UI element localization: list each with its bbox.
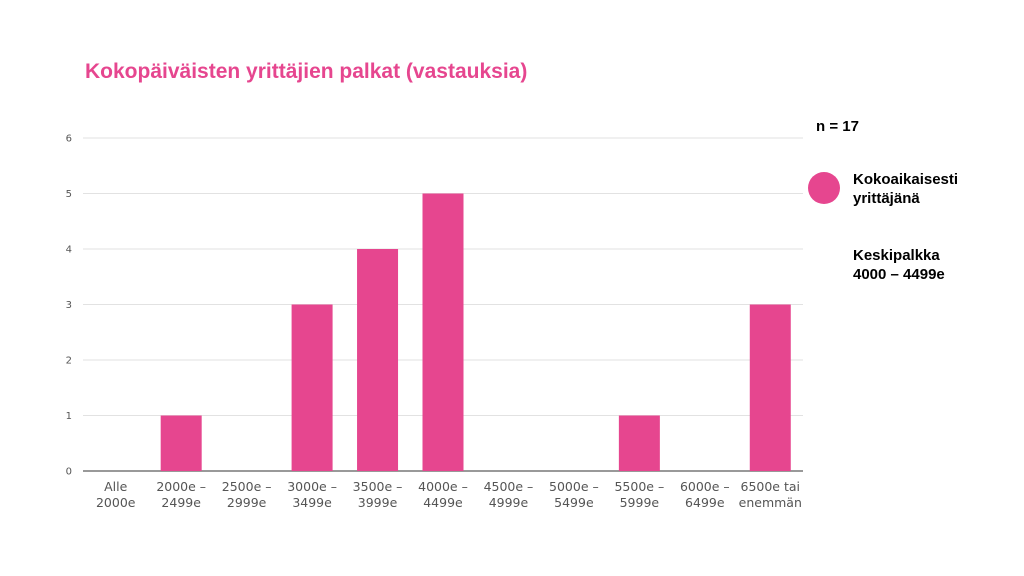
x-category-label: 6000e –6499e <box>680 479 730 510</box>
x-category-label: 2000e –2499e <box>156 479 206 510</box>
y-tick-label: 4 <box>66 245 72 256</box>
x-category-label: 4500e –4999e <box>484 479 534 510</box>
legend-label-line2: yrittäjänä <box>853 190 920 207</box>
legend-label-line1: Kokoaikaisesti <box>853 171 959 188</box>
bar <box>749 304 791 471</box>
x-category-label: 6500e tai enemmän <box>739 479 802 510</box>
x-category-label: 3500e –3999e <box>353 479 403 510</box>
sample-size-label: n = 17 <box>816 118 859 135</box>
x-category-label: Alle 2000e <box>96 479 136 510</box>
y-tick-label: 1 <box>66 411 72 422</box>
bar <box>422 193 464 471</box>
chart-title: Kokopäiväisten yrittäjien palkat (vastau… <box>85 60 528 83</box>
y-tick-label: 2 <box>66 356 72 367</box>
bar <box>291 304 333 471</box>
y-tick-label: 6 <box>66 134 72 145</box>
x-category-label: 5500e –5999e <box>614 479 664 510</box>
y-tick-label: 0 <box>66 467 72 478</box>
y-tick-label: 3 <box>66 300 72 311</box>
bar <box>160 415 202 471</box>
x-category-label: 4000e –4499e <box>418 479 468 510</box>
average-salary-title: Keskipalkka <box>853 247 940 264</box>
average-salary-value: 4000 – 4499e <box>853 266 945 283</box>
y-tick-label: 5 <box>66 189 72 200</box>
category-labels: Alle 2000e 2000e –2499e 2500e –2999e 3000e –… <box>96 479 802 510</box>
x-category-label: 2500e –2999e <box>222 479 272 510</box>
bar <box>618 415 660 471</box>
x-category-label: 5000e –5499e <box>549 479 599 510</box>
legend-swatch <box>808 172 840 204</box>
x-category-label: 3000e –3499e <box>287 479 337 510</box>
bars <box>160 193 791 471</box>
bar <box>357 249 399 471</box>
legend-label: Kokoaikaisesti yrittäjänä <box>853 170 1003 208</box>
